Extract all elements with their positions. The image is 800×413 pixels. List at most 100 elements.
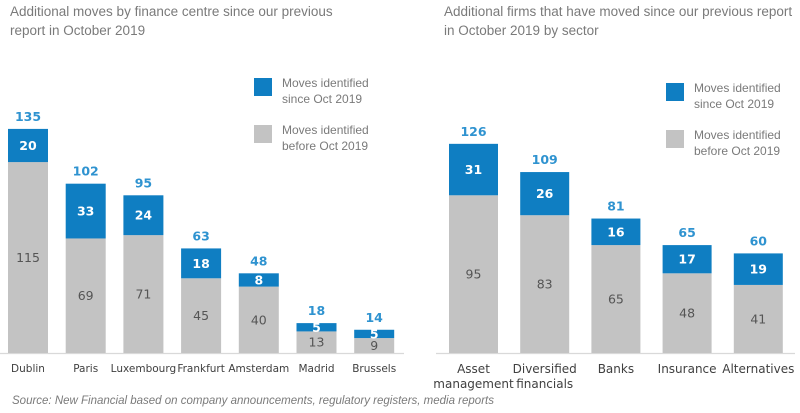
bar-since-paris bbox=[65, 183, 106, 239]
data-label-before: 115 bbox=[16, 250, 40, 265]
data-label-since: 8 bbox=[254, 272, 263, 287]
legend-label-since: Moves identified since Oct 2019 bbox=[694, 80, 800, 112]
data-label-total: 102 bbox=[73, 164, 99, 179]
category-label: financials bbox=[516, 377, 573, 391]
data-label-since: 24 bbox=[135, 208, 153, 223]
legend-label-before: Moves identified before Oct 2019 bbox=[694, 127, 800, 159]
bar-before-alternatives bbox=[733, 284, 783, 353]
category-label: Dublin bbox=[11, 363, 45, 375]
bar-before-insurance bbox=[662, 273, 712, 353]
data-label-before: 13 bbox=[309, 335, 325, 350]
legend-swatch-since bbox=[666, 83, 684, 101]
bar-before-madrid bbox=[296, 331, 337, 353]
data-label-total: 65 bbox=[678, 225, 695, 240]
legend-item-since: Moves identified since Oct 2019 bbox=[254, 75, 402, 109]
bar-before-diversified-financials bbox=[520, 215, 570, 353]
legend-label-since-line1: Moves identified bbox=[282, 76, 369, 90]
category-label: Madrid bbox=[298, 363, 334, 375]
bar-since-dublin bbox=[8, 128, 48, 163]
category-label: Paris bbox=[73, 363, 98, 375]
data-label-before: 69 bbox=[78, 288, 94, 303]
bar-before-amsterdam bbox=[238, 286, 279, 353]
legend-item-before: Moves identified before Oct 2019 bbox=[254, 122, 402, 156]
legend-swatch-since bbox=[254, 78, 272, 96]
data-label-since: 17 bbox=[678, 252, 695, 267]
data-label-before: 95 bbox=[466, 267, 482, 282]
data-label-total: 135 bbox=[15, 109, 41, 124]
category-label: Banks bbox=[598, 362, 634, 376]
data-label-since: 31 bbox=[465, 162, 482, 177]
data-label-total: 109 bbox=[532, 152, 558, 167]
data-label-before: 40 bbox=[251, 312, 267, 327]
chart-title-finance-centre: Additional moves by finance centre since… bbox=[10, 4, 333, 38]
category-label: Amsterdam bbox=[228, 363, 289, 375]
data-label-before: 65 bbox=[608, 292, 624, 307]
bar-before-asset-management bbox=[449, 195, 498, 353]
bar-since-alternatives bbox=[733, 253, 783, 285]
bar-before-frankfurt bbox=[181, 278, 222, 353]
bar-since-brussels bbox=[354, 329, 395, 339]
bar-before-luxembourg bbox=[123, 235, 164, 353]
category-label: management bbox=[433, 377, 514, 391]
legend-label-before-line1: Moves identified bbox=[694, 128, 781, 142]
bar-before-paris bbox=[65, 238, 106, 353]
legend-swatch-before bbox=[666, 130, 684, 148]
legend-label-since: Moves identified since Oct 2019 bbox=[282, 75, 402, 107]
data-label-since: 26 bbox=[536, 186, 554, 201]
legend-swatch-before bbox=[254, 125, 272, 143]
legend-item-before: Moves identified before Oct 2019 bbox=[666, 127, 800, 161]
bar-since-asset-management bbox=[449, 143, 498, 196]
data-label-since: 5 bbox=[370, 326, 379, 341]
bar-since-luxembourg bbox=[123, 195, 164, 236]
bar-since-insurance bbox=[662, 245, 712, 274]
data-label-since: 19 bbox=[750, 262, 767, 277]
category-label: Diversified bbox=[513, 362, 577, 376]
data-label-since: 18 bbox=[192, 256, 209, 271]
legend-item-since: Moves identified since Oct 2019 bbox=[666, 80, 800, 114]
data-label-before: 83 bbox=[537, 277, 553, 292]
data-label-before: 41 bbox=[750, 311, 766, 326]
data-label-before: 48 bbox=[679, 306, 695, 321]
legend-label-since-line1: Moves identified bbox=[694, 81, 781, 95]
category-label: Insurance bbox=[658, 362, 717, 376]
legend-label-since-line2: since Oct 2019 bbox=[282, 92, 363, 106]
legend-label-since-line2: since Oct 2019 bbox=[694, 97, 775, 111]
category-label: Luxembourg bbox=[111, 363, 176, 375]
category-label: Asset bbox=[457, 362, 490, 376]
data-label-since: 5 bbox=[312, 320, 321, 335]
legend-label-before-line2: before Oct 2019 bbox=[694, 144, 781, 158]
bar-since-banks bbox=[591, 218, 641, 246]
category-label: Alternatives bbox=[722, 362, 794, 376]
legend-label-before-line1: Moves identified bbox=[282, 123, 369, 137]
data-label-since: 16 bbox=[607, 224, 625, 239]
data-label-total: 81 bbox=[607, 199, 624, 214]
chart-title-sector: Additional firms that have moved since o… bbox=[444, 4, 793, 38]
data-label-before: 71 bbox=[135, 287, 151, 302]
data-label-total: 60 bbox=[750, 233, 768, 248]
data-label-total: 63 bbox=[192, 228, 209, 243]
legend-label-before-line2: before Oct 2019 bbox=[282, 139, 369, 153]
bar-before-dublin bbox=[8, 162, 48, 353]
bar-since-diversified-financials bbox=[520, 172, 570, 216]
legend-sector: Moves identified since Oct 2019 Moves id… bbox=[666, 80, 800, 174]
data-label-total: 18 bbox=[308, 303, 325, 318]
category-label: Brussels bbox=[352, 363, 396, 375]
bar-since-madrid bbox=[296, 323, 337, 332]
data-label-total: 48 bbox=[250, 253, 267, 268]
bar-before-banks bbox=[591, 245, 641, 353]
data-label-before: 45 bbox=[193, 308, 209, 323]
category-label: Frankfurt bbox=[177, 363, 225, 375]
bar-before-brussels bbox=[354, 338, 395, 353]
data-label-since: 33 bbox=[77, 204, 94, 219]
legend-finance-centre: Moves identified since Oct 2019 Moves id… bbox=[254, 75, 402, 169]
data-label-total: 126 bbox=[460, 124, 486, 139]
bar-since-amsterdam bbox=[238, 273, 279, 287]
data-label-since: 20 bbox=[19, 138, 37, 153]
data-label-before: 9 bbox=[370, 338, 378, 353]
source-note: Source: New Financial based on company a… bbox=[12, 395, 494, 407]
bar-since-frankfurt bbox=[181, 248, 222, 279]
data-label-total: 95 bbox=[135, 175, 152, 190]
data-label-total: 14 bbox=[365, 310, 383, 325]
legend-label-before: Moves identified before Oct 2019 bbox=[282, 122, 402, 154]
